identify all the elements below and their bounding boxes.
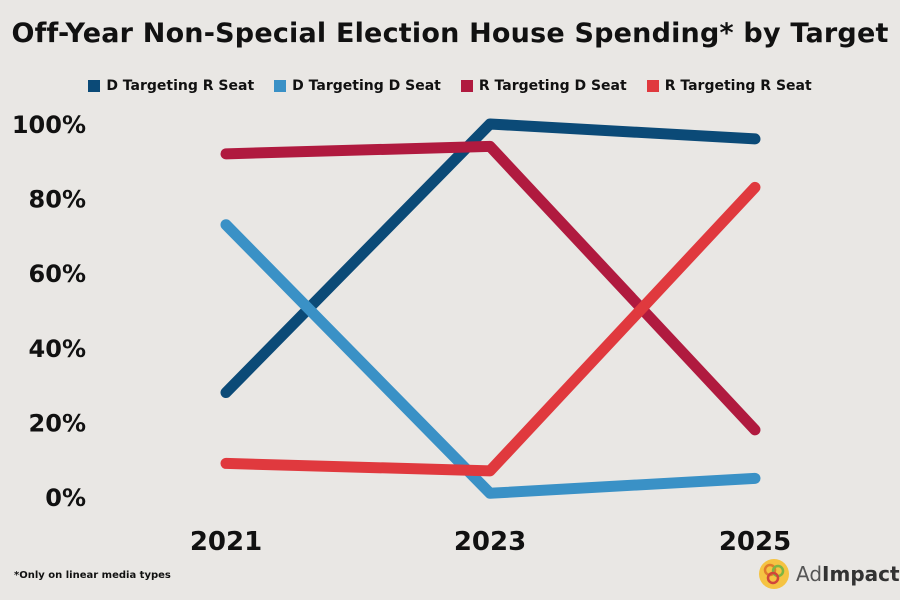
x-tick-label: 2021 (190, 527, 262, 557)
legend-swatch-r-targeting-r (646, 80, 659, 92)
x-tick-label: 2023 (454, 527, 526, 557)
legend-label-r-targeting-d: R Targeting D Seat (478, 78, 627, 94)
x-tick-label: 2025 (719, 527, 791, 557)
y-tick-label: 100% (12, 111, 86, 139)
series-line-d-targeting-r-seat (220, 118, 761, 399)
y-tick-label: 20% (29, 409, 86, 437)
y-tick-label: 80% (29, 186, 86, 214)
legend-swatch-r-targeting-d (460, 80, 473, 92)
legend-item-r-targeting-r: R Targeting R Seat (646, 78, 812, 94)
adimpact-logo: AdImpact (758, 558, 900, 590)
series-line-d-targeting-d-seat (220, 219, 761, 499)
adimpact-logo-icon (759, 559, 789, 589)
legend-label-d-targeting-d: D Targeting D Seat (292, 78, 441, 94)
logo-prefix: Ad (796, 562, 823, 586)
legend-item-d-targeting-r: D Targeting R Seat (88, 78, 254, 94)
y-tick-label: 0% (45, 484, 86, 512)
legend-item-d-targeting-d: D Targeting D Seat (274, 78, 441, 94)
legend-swatch-d-targeting-d (274, 80, 287, 92)
legend-item-r-targeting-d: R Targeting D Seat (460, 78, 627, 94)
adimpact-logo-text: AdImpact (796, 562, 900, 586)
legend-swatch-d-targeting-r (88, 80, 101, 92)
legend: D Targeting R Seat D Targeting D Seat R … (0, 78, 900, 94)
series-line-r-targeting-r-seat (220, 181, 761, 477)
legend-label-r-targeting-r: R Targeting R Seat (664, 78, 812, 94)
series-line-r-targeting-d-seat (220, 140, 761, 436)
y-tick-label: 40% (29, 335, 86, 363)
chart-title: Off-Year Non-Special Election House Spen… (11, 18, 889, 49)
logo-suffix: Impact (822, 562, 900, 586)
footnote: *Only on linear media types (14, 570, 171, 581)
y-tick-label: 60% (29, 260, 86, 288)
legend-label-d-targeting-r: D Targeting R Seat (106, 78, 255, 94)
